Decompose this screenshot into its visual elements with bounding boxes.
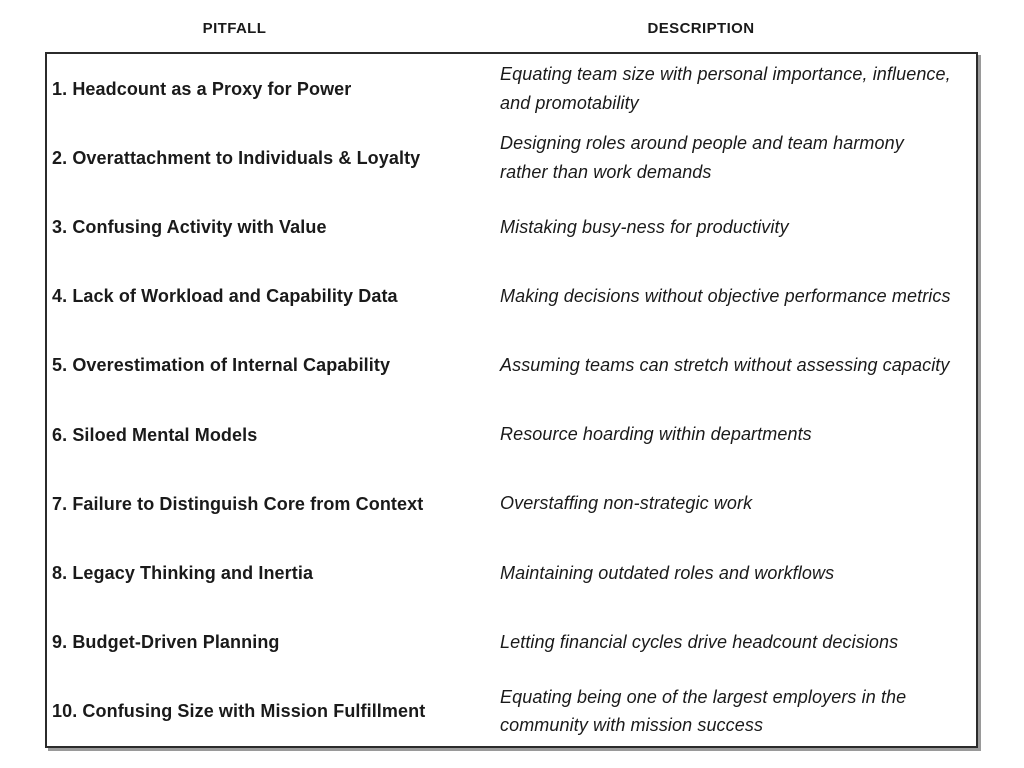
description-cell: Maintaining outdated roles and workflows [500,562,835,583]
table-row: 1. Headcount as a Proxy for Power Equati… [47,54,976,123]
table-header-row: PITFALL DESCRIPTION [45,20,978,37]
description-cell: Assuming teams can stretch without asses… [500,354,950,375]
pitfall-cell: 4. Lack of Workload and Capability Data [52,286,398,307]
pitfall-cell: 5. Overestimation of Internal Capability [52,355,391,376]
pitfall-cell: 7. Failure to Distinguish Core from Cont… [52,493,424,514]
description-cell: Designing roles around people and team h… [500,132,904,182]
table-row: 2. Overattachment to Individuals & Loyal… [47,123,976,192]
pitfall-cell: 8. Legacy Thinking and Inertia [52,562,314,583]
description-cell: Equating being one of the largest employ… [500,686,907,736]
table-row: 9. Budget-Driven Planning Letting financ… [47,608,976,677]
header-description: DESCRIPTION [647,20,755,37]
table-row: 3. Confusing Activity with Value Mistaki… [47,192,976,261]
table-row: 10. Confusing Size with Mission Fulfillm… [47,677,976,746]
table-row: 7. Failure to Distinguish Core from Cont… [47,469,976,538]
pitfall-cell: 1. Headcount as a Proxy for Power [52,78,352,99]
table-row: 6. Siloed Mental Models Resource hoardin… [47,400,976,469]
description-cell: Equating team size with personal importa… [500,63,951,113]
description-cell: Overstaffing non-strategic work [500,493,753,514]
pitfall-cell: 10. Confusing Size with Mission Fulfillm… [52,701,426,722]
table-row: 4. Lack of Workload and Capability Data … [47,262,976,331]
description-cell: Mistaking busy-ness for productivity [500,216,789,237]
pitfall-cell: 9. Budget-Driven Planning [52,632,280,653]
header-pitfall: PITFALL [202,20,267,37]
description-cell: Resource hoarding within departments [500,424,812,445]
pitfall-cell: 2. Overattachment to Individuals & Loyal… [52,147,421,168]
table-row: 5. Overestimation of Internal Capability… [47,331,976,400]
description-cell: Letting financial cycles drive headcount… [500,631,899,652]
pitfall-cell: 3. Confusing Activity with Value [52,216,327,237]
pitfall-cell: 6. Siloed Mental Models [52,424,258,445]
pitfalls-table: 1. Headcount as a Proxy for Power Equati… [45,52,978,748]
table-row: 8. Legacy Thinking and Inertia Maintaini… [47,538,976,607]
description-cell: Making decisions without objective perfo… [500,285,951,306]
